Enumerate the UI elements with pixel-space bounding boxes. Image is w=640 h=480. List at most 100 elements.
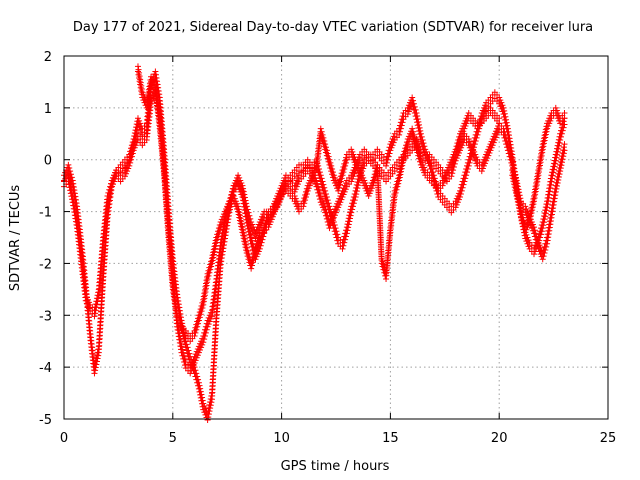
data-point	[316, 189, 323, 196]
data-point	[67, 171, 74, 178]
data-point	[204, 275, 211, 282]
data-point	[561, 110, 568, 117]
data-point	[139, 89, 146, 96]
data-point	[344, 227, 351, 234]
data-point	[554, 151, 561, 158]
data-point	[561, 115, 568, 122]
data-point	[558, 159, 565, 166]
data-point	[219, 218, 226, 225]
data-point	[556, 171, 563, 178]
data-point	[501, 107, 508, 114]
data-point	[339, 245, 346, 252]
data-point	[276, 198, 283, 205]
data-point	[273, 205, 280, 212]
data-point	[525, 237, 532, 244]
data-point	[322, 144, 329, 151]
data-point	[351, 154, 358, 161]
data-point	[504, 138, 511, 145]
data-point	[352, 194, 359, 201]
data-point	[247, 231, 254, 238]
data-point	[390, 133, 397, 140]
data-point	[177, 340, 184, 347]
data-point	[448, 173, 455, 180]
data-point	[151, 86, 158, 93]
data-point	[349, 148, 356, 155]
data-point	[353, 188, 360, 195]
data-point	[541, 216, 548, 223]
data-point	[306, 182, 313, 189]
data-point	[522, 203, 529, 210]
data-point	[459, 130, 466, 137]
data-point	[194, 323, 201, 330]
data-point	[552, 188, 559, 195]
data-point	[202, 329, 209, 336]
data-point	[413, 110, 420, 117]
data-point	[458, 187, 465, 194]
data-point	[430, 169, 437, 176]
data-point	[197, 385, 204, 392]
data-point	[95, 352, 102, 359]
data-point	[341, 188, 348, 195]
data-points	[61, 63, 568, 424]
data-point	[396, 128, 403, 135]
data-point	[389, 142, 396, 149]
x-tick-label: 5	[169, 431, 177, 446]
data-point	[319, 178, 326, 185]
x-axis-label: GPS time / hours	[281, 459, 390, 474]
data-point	[72, 212, 79, 219]
data-point	[545, 234, 552, 241]
data-point	[535, 172, 542, 179]
data-point	[553, 107, 560, 114]
data-point	[392, 189, 399, 196]
data-point	[494, 131, 501, 138]
data-point	[502, 113, 509, 120]
data-point	[240, 188, 247, 195]
data-point	[236, 174, 243, 181]
data-point	[94, 355, 101, 362]
data-point	[540, 140, 547, 147]
data-point	[197, 347, 203, 354]
data-point	[398, 122, 405, 129]
data-point	[197, 388, 204, 395]
data-point	[509, 159, 516, 166]
data-point	[453, 201, 460, 208]
data-point	[550, 169, 557, 176]
data-point	[411, 103, 418, 110]
data-point	[401, 153, 408, 160]
data-point	[179, 346, 186, 353]
data-point	[533, 233, 540, 240]
data-point	[198, 308, 205, 315]
data-point	[201, 336, 208, 343]
data-point	[456, 139, 463, 146]
data-point	[514, 190, 521, 197]
data-point	[500, 104, 507, 111]
chart-title: Day 177 of 2021, Sidereal Day-to-day VTE…	[73, 20, 593, 35]
y-axis-label: SDTVAR / TECUs	[8, 185, 23, 292]
data-point	[352, 156, 359, 163]
data-point	[535, 169, 542, 176]
data-point	[92, 307, 99, 314]
data-point	[542, 246, 549, 253]
data-point	[145, 95, 152, 102]
data-point	[249, 221, 256, 228]
data-point	[546, 120, 553, 127]
data-point	[537, 162, 543, 169]
data-point	[482, 160, 489, 167]
data-point	[560, 118, 567, 125]
data-point	[150, 78, 157, 85]
data-point	[463, 172, 470, 179]
data-point	[554, 179, 561, 186]
data-point	[259, 219, 266, 226]
data-point	[394, 183, 401, 190]
data-point	[200, 298, 207, 305]
data-point	[549, 175, 556, 182]
data-point	[222, 213, 229, 220]
data-point	[154, 78, 161, 85]
data-point	[440, 180, 447, 187]
data-point	[461, 125, 468, 132]
data-point	[464, 166, 471, 173]
data-point	[544, 240, 551, 247]
data-point	[367, 187, 374, 194]
data-point	[531, 251, 538, 258]
data-point	[487, 147, 494, 154]
